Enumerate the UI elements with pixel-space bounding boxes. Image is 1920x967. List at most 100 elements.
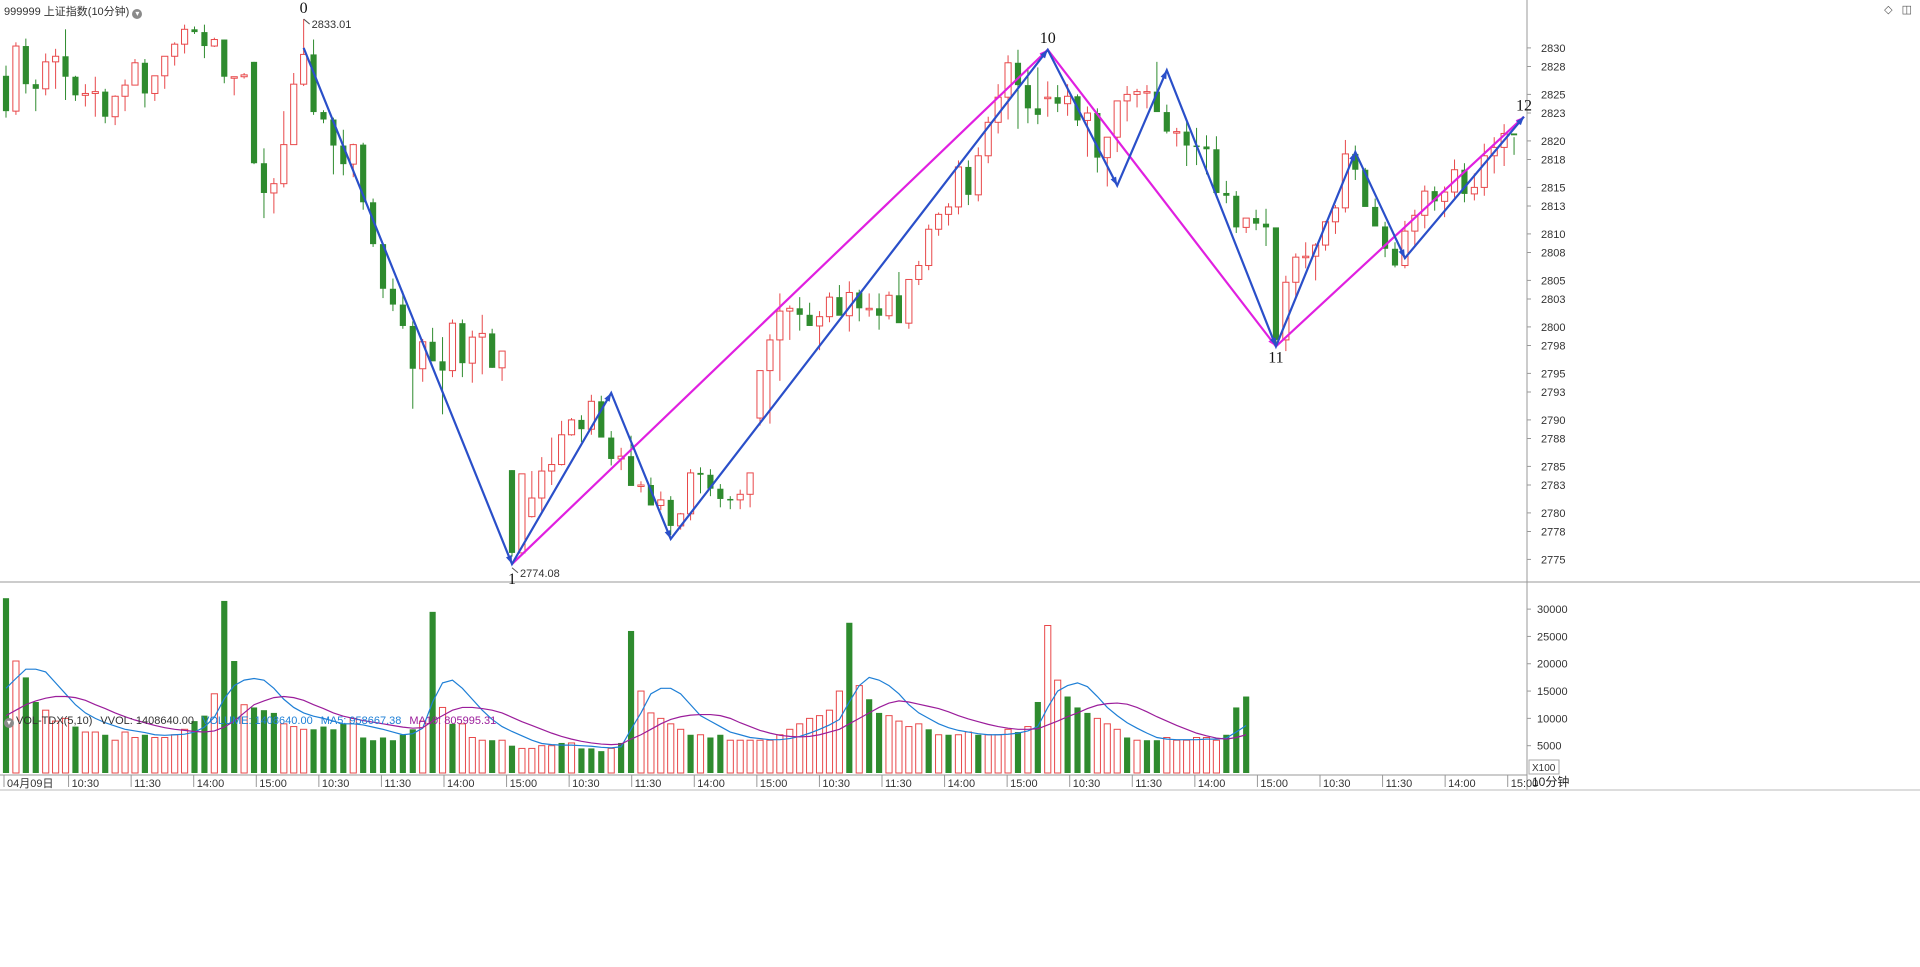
trend-line-blue-arrowhead xyxy=(1110,176,1118,186)
candle-body-up xyxy=(935,213,943,230)
price-tick-label: 2800 xyxy=(1541,322,1565,334)
volume-tick-label: 20000 xyxy=(1537,659,1568,671)
candle-body-down xyxy=(578,419,585,430)
candle-body-up xyxy=(1441,191,1449,202)
candle-body-up xyxy=(42,61,50,90)
candle-body-up xyxy=(925,228,933,267)
volume-bar-up xyxy=(81,731,89,774)
candle-body-down xyxy=(409,325,416,369)
volume-tick-label: 10000 xyxy=(1537,713,1568,725)
candle-body-down xyxy=(399,304,406,326)
candle-body-up xyxy=(954,166,963,208)
candle-body-up xyxy=(349,144,357,165)
volume-bar-up xyxy=(1133,739,1141,774)
candle-body-down xyxy=(1014,62,1022,86)
volume-bar-down xyxy=(1084,712,1091,773)
candle-body-down xyxy=(1034,108,1041,115)
volume-bar-down xyxy=(221,600,228,773)
candle-body-down xyxy=(1203,146,1210,150)
candle-body-down xyxy=(1153,91,1160,113)
candle-body-up xyxy=(121,84,129,97)
candle-body-up xyxy=(558,434,566,466)
volume-bar-down xyxy=(340,723,347,773)
candle-body-up xyxy=(1044,96,1052,100)
volume-bar-up xyxy=(984,734,992,774)
candle-body-down xyxy=(191,29,198,33)
candle-body-up xyxy=(538,470,546,499)
volume-bar-down xyxy=(250,707,258,773)
period-label-bottom: 10分钟 xyxy=(1532,774,1569,789)
diamond-icon[interactable]: ◇ xyxy=(1884,4,1893,16)
volume-bar-down xyxy=(389,740,397,773)
volume-bar-up xyxy=(121,731,129,774)
candle-body-down xyxy=(1024,85,1031,109)
volume-bar-down xyxy=(330,729,337,773)
candle-body-up xyxy=(1143,91,1151,94)
volume-bar-up xyxy=(91,731,99,774)
chevron-down-icon[interactable]: ▾ xyxy=(4,718,14,728)
volume-tick-label: 30000 xyxy=(1537,604,1568,616)
volume-bar-down xyxy=(231,661,238,773)
volume-bar-up xyxy=(964,731,972,774)
time-tick-label: 15:00 xyxy=(1260,778,1288,790)
volume-bar-up xyxy=(756,739,764,774)
candle-body-up xyxy=(91,91,99,94)
chevron-down-icon[interactable]: ▾ xyxy=(132,9,143,19)
volume-bar-down xyxy=(1074,707,1081,773)
volume-bar-down xyxy=(409,729,416,773)
candle-body-down xyxy=(727,498,734,501)
volume-bar-up xyxy=(518,747,526,774)
candle-body-down xyxy=(320,112,327,120)
volume-bar-up xyxy=(885,715,893,774)
volume-bar-up xyxy=(607,747,615,774)
trend-line-blue-arrowhead xyxy=(505,555,512,565)
volume-bar-down xyxy=(201,715,208,773)
price-tick-label: 2805 xyxy=(1541,275,1565,287)
volume-bar-down xyxy=(925,729,932,773)
volume-bar-up xyxy=(61,717,70,774)
time-tick-label: 10:30 xyxy=(822,778,850,790)
time-tick-label: 11:30 xyxy=(635,778,662,790)
volume-bar-up xyxy=(657,717,665,774)
volume-bar-up xyxy=(1202,736,1211,774)
candle-body-down xyxy=(489,333,496,368)
volume-bar-up xyxy=(1044,625,1052,774)
volume-bar-up xyxy=(647,712,655,774)
window-buttons: ◇ ◫ xyxy=(1878,3,1912,16)
candle-body-down xyxy=(667,499,674,526)
volume-bar-up xyxy=(280,723,288,774)
index-code: 999999 xyxy=(4,6,41,18)
volume-bar-down xyxy=(310,729,317,773)
candle-body-up xyxy=(1113,100,1121,138)
volume-bar-down xyxy=(846,622,853,773)
price-tick-label: 2823 xyxy=(1541,108,1565,120)
volume-bar-up xyxy=(290,726,298,774)
candle-body-up xyxy=(81,92,89,96)
candle-body-down xyxy=(895,295,903,324)
price-tick-label: 2818 xyxy=(1541,155,1565,167)
candle-body-up xyxy=(1331,207,1340,223)
volume-bar-up xyxy=(696,734,705,774)
time-tick-label: 10:30 xyxy=(572,778,600,790)
trend-line-blue-arrowhead xyxy=(1269,337,1276,347)
volume-bar-down xyxy=(1014,732,1022,773)
volume-bar-down xyxy=(449,723,456,773)
volume-bar-down xyxy=(72,726,79,773)
volume-bar-down xyxy=(32,701,39,773)
volume-bar-up xyxy=(1054,679,1062,774)
volume-bar-up xyxy=(458,723,466,774)
price-label: 2833.01 xyxy=(312,19,352,31)
volume-bar-down xyxy=(1034,701,1041,773)
volume-unit-label: X100 xyxy=(1532,763,1556,774)
panel-toggle-icon[interactable]: ◫ xyxy=(1901,4,1912,16)
candle-body-up xyxy=(171,43,179,57)
candle-body-up xyxy=(1103,136,1111,159)
price-tick-label: 2780 xyxy=(1541,508,1565,520)
price-tick-label: 2810 xyxy=(1541,229,1565,241)
vvol-value: VVOL: 1408640.00 xyxy=(100,715,194,727)
volume-bar-up xyxy=(667,723,675,774)
candle-body-down xyxy=(647,485,654,506)
volume-bar-down xyxy=(876,712,883,773)
candle-body-up xyxy=(1401,230,1409,267)
trend-line-magenta xyxy=(511,48,1525,565)
